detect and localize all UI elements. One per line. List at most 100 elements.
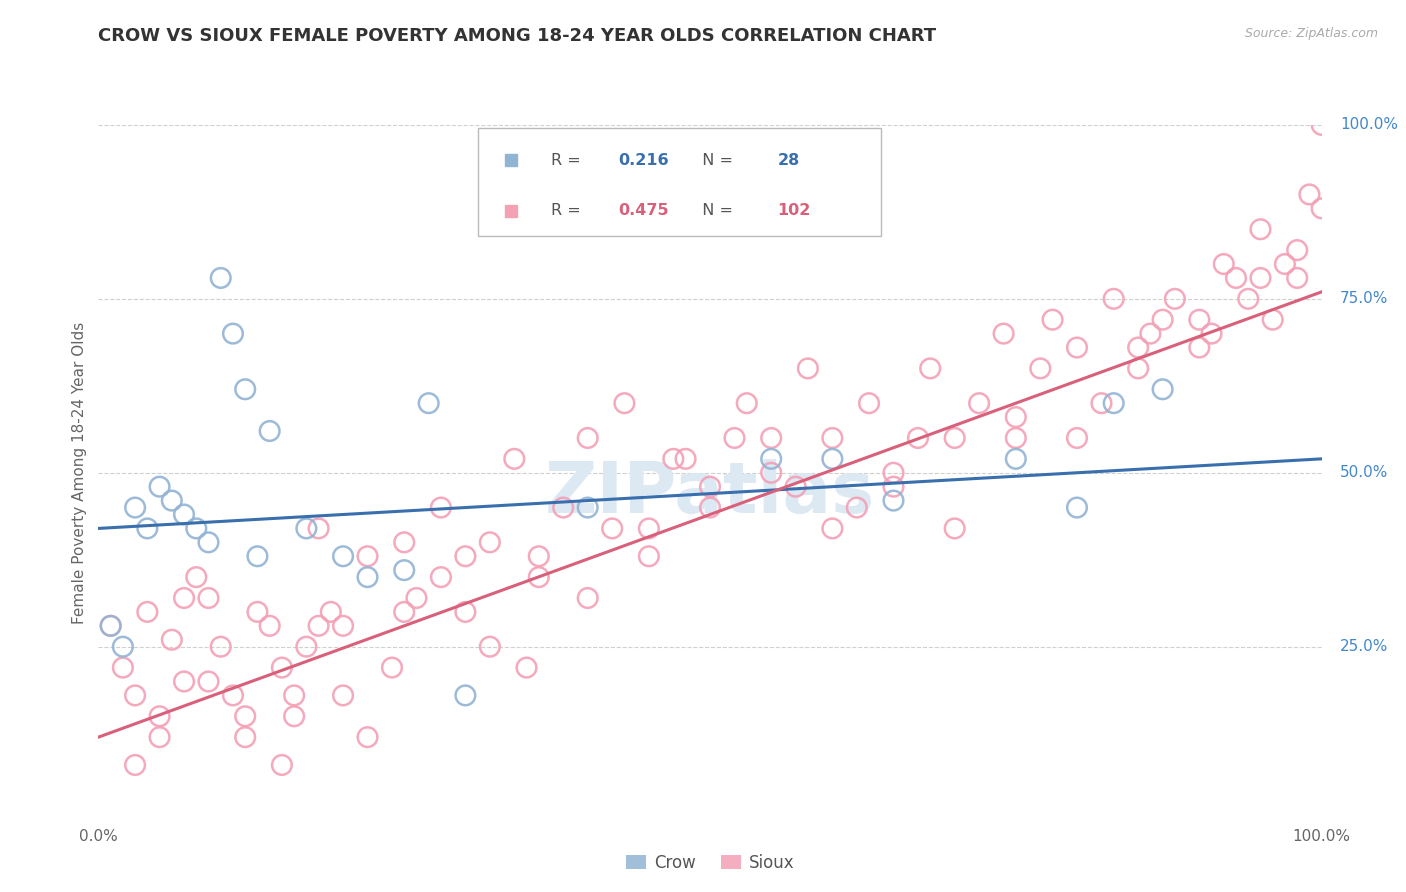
Point bbox=[1004, 431, 1026, 445]
Point bbox=[576, 591, 599, 605]
Point bbox=[675, 451, 697, 466]
Point bbox=[111, 660, 134, 674]
Point bbox=[1102, 396, 1125, 410]
Point bbox=[233, 730, 256, 744]
Point bbox=[1090, 396, 1112, 410]
Point bbox=[222, 689, 245, 703]
Point bbox=[1102, 292, 1125, 306]
Point bbox=[430, 500, 453, 515]
Point bbox=[1128, 341, 1150, 355]
Point bbox=[173, 674, 195, 689]
Point bbox=[100, 619, 122, 633]
Point bbox=[283, 689, 305, 703]
Point bbox=[1004, 451, 1026, 466]
Point bbox=[1139, 326, 1161, 341]
Point bbox=[761, 466, 783, 480]
Point bbox=[332, 549, 354, 564]
Point bbox=[233, 709, 256, 723]
Point bbox=[1274, 257, 1296, 271]
Point bbox=[699, 480, 721, 494]
Point bbox=[270, 660, 294, 674]
Point bbox=[173, 591, 195, 605]
Point bbox=[723, 431, 745, 445]
Point bbox=[405, 591, 427, 605]
Point bbox=[1066, 431, 1088, 445]
Point bbox=[149, 709, 172, 723]
Point bbox=[111, 640, 134, 654]
Point bbox=[943, 521, 966, 535]
Point bbox=[1188, 341, 1211, 355]
Point bbox=[454, 549, 477, 564]
Point bbox=[858, 396, 880, 410]
Point bbox=[356, 570, 378, 584]
Point bbox=[967, 396, 990, 410]
Point bbox=[1004, 410, 1026, 425]
Point bbox=[233, 382, 256, 396]
Text: 25.0%: 25.0% bbox=[1340, 640, 1388, 654]
Point bbox=[136, 521, 159, 535]
Point bbox=[246, 549, 269, 564]
Point bbox=[149, 480, 172, 494]
Point bbox=[883, 493, 905, 508]
Point bbox=[600, 521, 623, 535]
Point bbox=[478, 535, 501, 549]
Point bbox=[735, 396, 758, 410]
Point bbox=[356, 730, 378, 744]
Point bbox=[454, 605, 477, 619]
Point bbox=[1066, 341, 1088, 355]
Point bbox=[907, 431, 929, 445]
Y-axis label: Female Poverty Among 18-24 Year Olds: Female Poverty Among 18-24 Year Olds bbox=[72, 322, 87, 624]
Point bbox=[308, 521, 330, 535]
Point bbox=[308, 619, 330, 633]
Point bbox=[503, 451, 526, 466]
Point bbox=[1042, 312, 1064, 326]
Point bbox=[821, 431, 844, 445]
Point bbox=[1286, 243, 1309, 257]
Point bbox=[392, 563, 416, 577]
Point bbox=[1201, 326, 1223, 341]
Point bbox=[1152, 312, 1174, 326]
Point bbox=[209, 271, 232, 285]
Point bbox=[173, 508, 195, 522]
Point bbox=[1152, 382, 1174, 396]
Point bbox=[160, 493, 183, 508]
Point bbox=[527, 570, 550, 584]
Point bbox=[1310, 202, 1333, 216]
Text: R =: R = bbox=[551, 203, 586, 218]
Point bbox=[381, 660, 404, 674]
Point bbox=[259, 619, 281, 633]
Point bbox=[478, 640, 501, 654]
Point bbox=[761, 431, 783, 445]
Point bbox=[662, 451, 685, 466]
Text: 100.0%: 100.0% bbox=[1340, 118, 1398, 132]
Point bbox=[699, 500, 721, 515]
Point bbox=[392, 535, 416, 549]
Point bbox=[430, 570, 453, 584]
Point bbox=[527, 549, 550, 564]
Point bbox=[332, 689, 354, 703]
Point bbox=[186, 570, 208, 584]
Point bbox=[1128, 361, 1150, 376]
Point bbox=[124, 500, 146, 515]
Text: 0.216: 0.216 bbox=[619, 153, 669, 168]
Point bbox=[943, 431, 966, 445]
Point bbox=[1164, 292, 1187, 306]
Point bbox=[637, 549, 661, 564]
Point bbox=[1188, 312, 1211, 326]
Point bbox=[197, 674, 219, 689]
Point bbox=[883, 466, 905, 480]
Point bbox=[332, 619, 354, 633]
Text: 75.0%: 75.0% bbox=[1340, 292, 1388, 306]
Point bbox=[1250, 222, 1272, 236]
Point bbox=[197, 535, 219, 549]
Text: Source: ZipAtlas.com: Source: ZipAtlas.com bbox=[1244, 27, 1378, 40]
Point bbox=[1298, 187, 1320, 202]
Point bbox=[295, 521, 318, 535]
Point bbox=[1286, 271, 1309, 285]
Legend: Crow, Sioux: Crow, Sioux bbox=[619, 847, 801, 879]
Point bbox=[222, 326, 245, 341]
Point bbox=[821, 451, 844, 466]
Point bbox=[993, 326, 1015, 341]
Text: R =: R = bbox=[551, 153, 586, 168]
Point bbox=[883, 480, 905, 494]
